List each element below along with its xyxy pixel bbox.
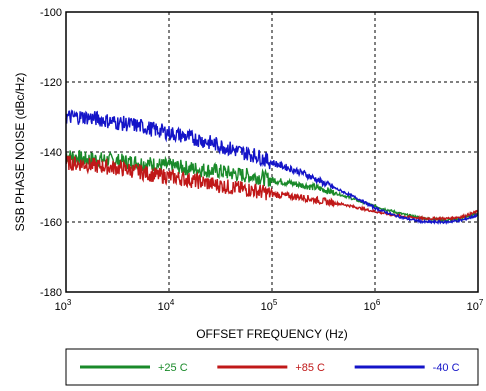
y-tick-label: -160: [40, 217, 62, 229]
series-layer: [65, 109, 479, 226]
legend-label: -40 C: [433, 362, 460, 374]
x-tick-label: 106: [364, 298, 381, 313]
legend: +25 C +85 C -40 C: [65, 348, 479, 386]
x-axis-ticks: 103 104 105 106 107: [55, 298, 484, 313]
y-tick-label: -140: [40, 147, 62, 159]
x-tick-label: 103: [55, 298, 72, 313]
series-line: [65, 155, 479, 222]
x-axis-label: OFFSET FREQUENCY (Hz): [196, 327, 348, 341]
series-line: [65, 109, 479, 226]
plot-frame: [65, 11, 479, 293]
y-tick-label: -180: [40, 287, 62, 299]
y-axis-ticks: -100 -120 -140 -160 -180: [40, 7, 62, 299]
y-tick-label: -100: [40, 7, 62, 19]
x-tick-label: 105: [261, 298, 278, 313]
y-axis-label: SSB PHASE NOISE (dBc/Hz): [13, 73, 27, 232]
legend-label: +85 C: [295, 362, 325, 374]
grid: [66, 12, 478, 292]
series-line: [65, 149, 479, 224]
legend-label: +25 C: [158, 362, 188, 374]
x-tick-label: 107: [467, 298, 484, 313]
x-tick-label: 104: [158, 298, 175, 313]
y-tick-label: -120: [40, 77, 62, 89]
